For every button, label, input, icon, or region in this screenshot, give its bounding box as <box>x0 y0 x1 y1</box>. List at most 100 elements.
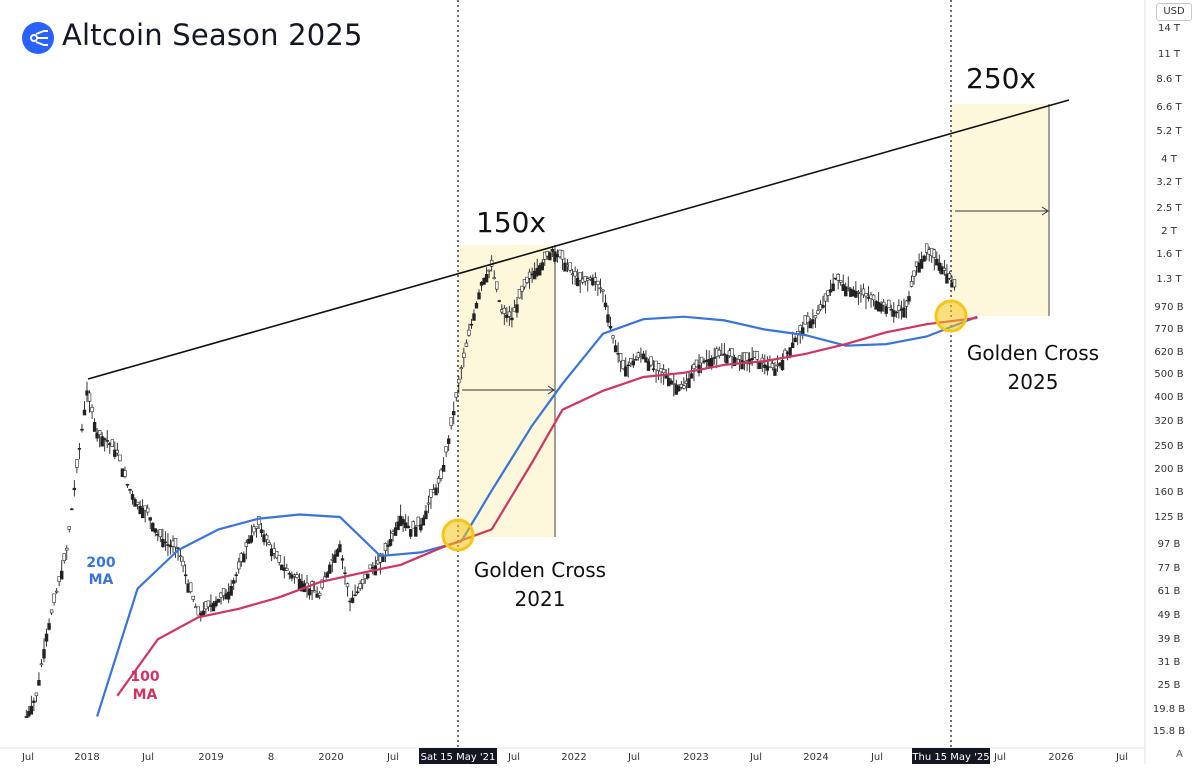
candle-body <box>95 432 99 439</box>
candle-body <box>844 286 848 297</box>
candle-body <box>338 544 342 553</box>
candle-body <box>780 359 785 371</box>
candle-body <box>517 289 522 299</box>
candle-body <box>128 489 132 491</box>
candle-body <box>77 448 82 450</box>
candle-body <box>793 337 797 343</box>
candle-body <box>712 357 716 359</box>
candle-body <box>608 326 613 329</box>
page-title: Altcoin Season 2025 <box>62 18 363 52</box>
candle-body <box>699 356 704 364</box>
candle-body <box>424 510 428 520</box>
candle-body <box>355 591 360 594</box>
candle-body <box>836 273 840 281</box>
candle-body <box>87 392 92 402</box>
y-tick-label: 49 B <box>1158 610 1181 621</box>
candle-body <box>135 501 140 505</box>
x-tick-label: Jul <box>386 752 399 763</box>
candle-body <box>687 378 691 389</box>
y-tick-label: 2 T <box>1161 226 1178 237</box>
candle-body <box>211 602 216 612</box>
candle-body <box>54 590 59 593</box>
y-tick-label: 8.6 T <box>1156 74 1182 85</box>
candle-body <box>459 367 464 370</box>
y-tick-label: 6.6 T <box>1156 102 1182 113</box>
candle-body <box>92 421 97 432</box>
candle-body <box>42 649 46 659</box>
candle-body <box>158 529 163 538</box>
golden-cross-2021-year: 2021 <box>515 587 566 611</box>
arrow-2021-head <box>547 385 555 395</box>
candle-body <box>206 600 211 608</box>
candle-body <box>229 585 233 596</box>
y-tick-label: 620 B <box>1154 347 1183 358</box>
date-marker-2021: Sat 15 May '21 <box>421 752 496 763</box>
candle-body <box>578 272 582 281</box>
candle-body <box>773 368 777 376</box>
candle-body <box>515 304 519 313</box>
candle-body <box>441 464 446 472</box>
candle-body <box>426 502 431 505</box>
candle-body <box>634 358 638 361</box>
candle-body <box>446 438 451 444</box>
candle-body <box>196 606 200 616</box>
candle-body <box>624 366 628 377</box>
x-tick-label: 2024 <box>803 752 828 763</box>
candle-body <box>444 446 448 453</box>
candle-body <box>725 354 729 364</box>
golden-cross-2021-text: Golden Cross <box>474 558 606 582</box>
y-tick-label: 19.8 B <box>1153 704 1185 715</box>
candle-body <box>540 262 544 271</box>
candle-body <box>575 277 580 287</box>
candle-body <box>935 258 939 266</box>
ma100-label: 100 <box>130 669 159 685</box>
candle-body <box>487 269 491 272</box>
candle-body <box>75 459 79 468</box>
y-tick-label: 125 B <box>1154 512 1183 523</box>
candle-body <box>894 311 899 314</box>
candle-body <box>454 392 458 398</box>
y-tick-label: 97 B <box>1158 539 1181 550</box>
candle-body <box>317 592 322 596</box>
candle-body <box>151 522 155 532</box>
candle-body <box>694 359 699 368</box>
candle-body <box>740 359 744 370</box>
y-tick-label: 25 B <box>1158 680 1181 691</box>
price-candles <box>24 243 957 718</box>
candle-body <box>234 574 238 577</box>
candle-body <box>32 700 36 703</box>
auto-scale-button[interactable]: A <box>1176 749 1183 760</box>
candle-body <box>732 357 737 367</box>
candle-body <box>37 680 41 686</box>
candle-body <box>118 454 122 462</box>
candle-body <box>244 542 249 547</box>
candle-body <box>47 623 51 630</box>
candle-body <box>717 349 721 356</box>
price-axis[interactable]: 14 T 11 T 8.6 T 6.6 T 5.2 T 4 T 3.2 T 2.5 T 2 T 1… <box>1153 23 1185 737</box>
x-tick-label: 2026 <box>1048 752 1073 763</box>
x-tick-label: 8 <box>268 752 274 763</box>
candle-body <box>452 411 456 416</box>
candle-body <box>216 598 221 603</box>
y-tick-label: 770 B <box>1154 324 1183 335</box>
candle-body <box>598 287 603 290</box>
candle-body <box>548 252 552 261</box>
ma200-line <box>96 315 978 717</box>
candle-body <box>811 319 815 325</box>
candle-body <box>510 317 514 321</box>
candle-body <box>457 378 461 384</box>
candle-body <box>287 572 292 575</box>
candle-body <box>214 600 218 607</box>
candle-body <box>864 293 868 297</box>
candle-body <box>919 259 924 269</box>
x-tick-label: Jul <box>993 752 1006 763</box>
currency-selector[interactable]: USD <box>1156 3 1192 21</box>
y-tick-label: 5.2 T <box>1156 126 1182 137</box>
y-tick-label: 160 B <box>1154 487 1183 498</box>
candle-body <box>881 301 886 306</box>
time-axis[interactable]: Jul 2018 Jul 2019 8 2020 Jul Jul 2022 Jul 2023 Jul 2… <box>21 752 1128 763</box>
candle-body <box>871 294 876 301</box>
candle-body <box>414 526 418 537</box>
